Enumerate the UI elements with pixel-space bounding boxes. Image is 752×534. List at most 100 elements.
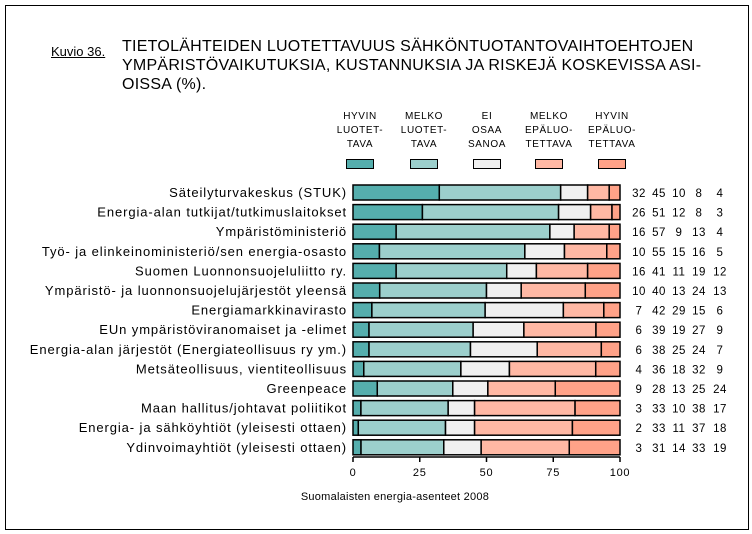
value-label: 13: [672, 384, 686, 396]
value-label: 5: [717, 247, 724, 259]
bar-segment: [352, 380, 379, 397]
value-label: 45: [652, 188, 666, 200]
legend-label-line: TAVA: [410, 139, 438, 150]
value-label: 31: [652, 443, 666, 455]
chart-title: TIETOLÄHTEIDEN LUOTETTAVUUS SÄHKÖNTUOTAN…: [122, 37, 701, 94]
bar-segment: [473, 399, 576, 417]
value-label: 16: [692, 247, 706, 259]
value-label: 42: [652, 306, 666, 318]
value-label: 11: [673, 423, 686, 435]
value-label: 24: [713, 384, 727, 396]
bar-segment: [352, 321, 370, 338]
value-label: 9: [636, 384, 643, 396]
legend-label-line: EI: [481, 111, 493, 122]
value-label: 38: [692, 404, 706, 416]
legend-label-line: EPÄLUO-: [524, 125, 574, 136]
value-label: 6: [636, 345, 643, 357]
legend-label-line: LUOTET-: [336, 125, 384, 136]
value-label: 4: [636, 364, 643, 376]
value-label: 16: [632, 227, 646, 239]
value-label: 2: [636, 423, 643, 435]
value-label: 37: [692, 423, 706, 435]
chart-title-line: OISSA (%).: [122, 76, 207, 93]
value-label: 18: [713, 423, 727, 435]
bar-segment: [376, 380, 454, 397]
bar-segment: [608, 184, 621, 201]
bar-segment: [568, 439, 621, 456]
bar-row: Greenpeace 9 28 13 25 24: [266, 380, 727, 397]
value-label: 3: [636, 404, 643, 416]
bar-row: EUn ympäristöviranomaiset ja -elimet 6 39 1…: [99, 321, 724, 338]
legend-label: HYVIN LUOTET- TAVA: [320, 110, 400, 152]
bar-segment: [368, 341, 472, 358]
value-label: 19: [672, 325, 686, 337]
bar-segment: [595, 321, 621, 338]
bar-segment: [573, 223, 610, 240]
value-label: 9: [717, 325, 724, 337]
bar-segment: [535, 262, 589, 280]
bar-segment: [611, 203, 621, 221]
value-label: 17: [713, 404, 727, 416]
value-label: 6: [636, 325, 643, 337]
value-label: 4: [717, 188, 724, 200]
bar-segment: [559, 184, 589, 201]
legend-label: MELKO EPÄLUO- TETTAVA: [509, 110, 589, 152]
bar-segment: [524, 243, 566, 260]
bar-segment: [536, 341, 603, 358]
bar-row: Maan hallitus/johtavat poliitikot 3 33 10 38…: [141, 399, 727, 417]
bar-segment: [523, 321, 597, 338]
category-label: Ympäristöministeriö: [216, 224, 347, 239]
bar-segment: [444, 419, 476, 436]
bar-segment: [485, 282, 522, 299]
category-label: Maan hallitus/johtavat poliitikot: [141, 401, 347, 416]
bar-row: Energia-alan tutkijat/tutkimuslaitokset 2…: [97, 203, 723, 221]
bar-segment: [549, 223, 575, 240]
legend-label-line: HYVIN: [595, 111, 629, 122]
value-label: 40: [652, 286, 666, 298]
legend-label: EI OSAA SANOA: [447, 110, 527, 152]
value-label: 6: [717, 306, 724, 318]
value-label: 18: [672, 364, 686, 376]
legend-label-line: EPÄLUO-: [587, 125, 637, 136]
value-label: 55: [652, 247, 666, 259]
value-label: 12: [672, 208, 686, 220]
value-label: 26: [632, 208, 646, 220]
bar-segment: [352, 341, 370, 358]
value-label: 10: [632, 286, 646, 298]
legend-label-line: LUOTET-: [400, 125, 448, 136]
figure-number: Kuvio 36.: [51, 44, 106, 59]
bar-segment: [378, 282, 488, 299]
legend-label-line: TETTAVA: [525, 139, 573, 150]
bar-segment: [460, 360, 511, 378]
bar-segment: [352, 419, 360, 436]
bar-segment: [594, 360, 621, 378]
bar-segment: [608, 223, 621, 240]
value-label: 12: [713, 266, 727, 278]
value-label: 19: [713, 443, 727, 455]
bar-row: Suomen Luonnonsuojeluliitto ry. 16 41 11 19 1…: [135, 262, 727, 280]
bar-segment: [352, 360, 365, 378]
category-label: Metsäteollisuus, vientiteollisuus: [136, 361, 347, 376]
bar-segment: [452, 380, 489, 397]
bar-segment: [554, 380, 621, 397]
value-label: 19: [692, 266, 706, 278]
legend-label-line: MELKO: [404, 111, 443, 122]
bar-row: Energiamarkkinavirasto 7 42 29 15 6: [191, 301, 724, 319]
bar-row: Energia-alan järjestöt (Energiateollisuu…: [30, 341, 724, 358]
chart-source-note: Suomalaisten energia-asenteet 2008: [300, 491, 490, 503]
bar-segment: [574, 399, 621, 417]
value-label: 25: [672, 345, 686, 357]
bar-segment: [584, 282, 621, 299]
legend-label-line: TETTAVA: [588, 139, 636, 150]
value-label: 16: [632, 266, 646, 278]
bar-segment: [562, 301, 605, 319]
value-label: 57: [652, 227, 666, 239]
value-label: 28: [652, 384, 666, 396]
category-label: Energiamarkkinavirasto: [191, 303, 347, 318]
category-label: Säteilyturvakeskus (STUK): [169, 185, 347, 200]
value-label: 7: [717, 345, 724, 357]
bar-segment: [438, 184, 562, 201]
value-label: 41: [652, 266, 666, 278]
bar-segment: [352, 203, 424, 221]
